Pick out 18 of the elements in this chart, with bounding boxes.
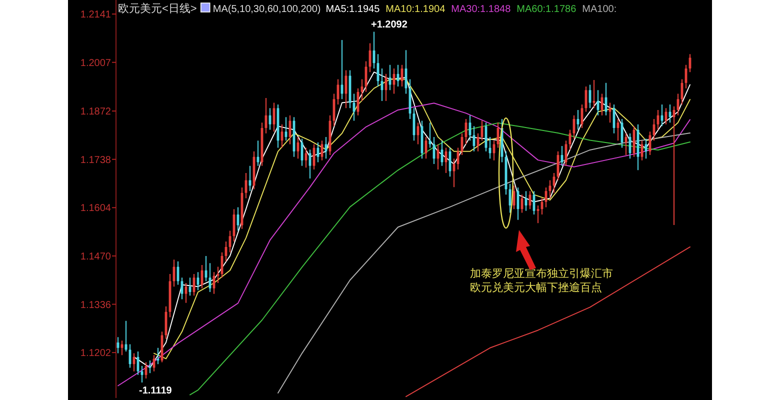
y-tick-label: 1.1202: [80, 348, 112, 360]
y-tick-label: 1.2007: [80, 58, 112, 69]
y-tick-label: 1.1470: [80, 251, 112, 262]
y-tick-label: 1.2141: [80, 10, 112, 21]
y-tick-label: 1.1604: [80, 203, 112, 214]
chart-title: 欧元美元<日线>: [118, 2, 197, 15]
text: MA10:1.1904: [386, 4, 446, 15]
text: MA5:1.1945: [326, 4, 380, 15]
y-tick-label: 1.1872: [80, 106, 112, 118]
annotation: +1.2092: [371, 20, 408, 31]
text: MA30:1.1848: [451, 4, 512, 15]
text: MA60:1.1786: [516, 4, 577, 15]
annotation: 欧元兑美元大幅下挫逾百点: [470, 281, 602, 294]
annotation: -1.1119: [139, 386, 172, 396]
y-tick-label: 1.1336: [80, 300, 112, 311]
y-tick-label: 1.1738: [80, 154, 112, 166]
text: MA100:: [582, 4, 617, 15]
chart-subtitle: MA(5,10,30,60,100,200): [212, 4, 321, 15]
